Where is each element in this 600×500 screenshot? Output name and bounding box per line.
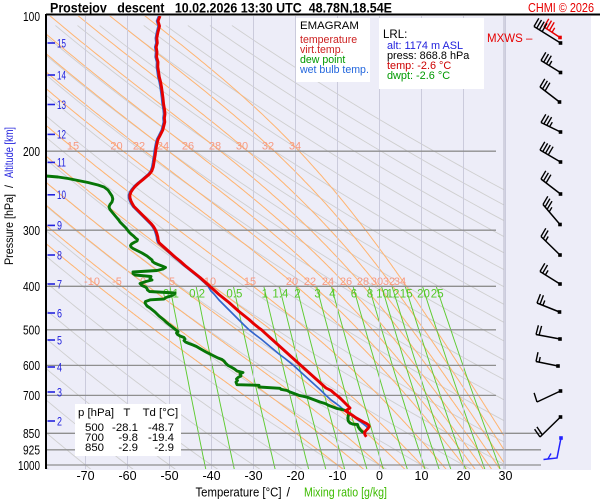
svg-text:2: 2 [57, 414, 62, 428]
svg-text:15: 15 [57, 36, 66, 50]
svg-text:32: 32 [262, 141, 274, 153]
svg-text:-5: -5 [112, 276, 122, 288]
svg-text:600: 600 [23, 359, 40, 373]
svg-text:30: 30 [236, 141, 248, 153]
svg-text:34: 34 [394, 276, 406, 288]
svg-text:700: 700 [23, 389, 40, 403]
svg-text:24: 24 [157, 141, 169, 153]
svg-text:3: 3 [57, 385, 62, 399]
svg-text:6: 6 [57, 306, 62, 320]
svg-text:Altitude [km]: Altitude [km] [2, 127, 16, 178]
svg-text:20: 20 [286, 276, 298, 288]
svg-text:12: 12 [387, 288, 400, 300]
svg-text:8: 8 [367, 288, 373, 300]
svg-text:500: 500 [23, 324, 40, 338]
svg-text:15: 15 [400, 288, 413, 300]
svg-text:850: 850 [23, 427, 40, 441]
svg-text:24: 24 [322, 276, 334, 288]
svg-text:-20: -20 [286, 469, 304, 483]
svg-text:925: 925 [23, 444, 40, 458]
svg-text:25: 25 [431, 288, 444, 300]
svg-text:10: 10 [376, 288, 389, 300]
svg-text:30: 30 [499, 469, 513, 483]
svg-text:-40: -40 [202, 469, 220, 483]
svg-text:-10: -10 [328, 469, 346, 483]
svg-text:28: 28 [357, 276, 369, 288]
svg-text:-30: -30 [244, 469, 262, 483]
svg-text:28: 28 [209, 141, 221, 153]
svg-text:32: 32 [383, 276, 395, 288]
svg-text:20: 20 [457, 469, 471, 483]
svg-text:2: 2 [294, 288, 300, 300]
svg-text:22: 22 [133, 141, 145, 153]
svg-text:4: 4 [57, 360, 62, 374]
svg-text:26: 26 [182, 141, 194, 153]
svg-text:200: 200 [23, 145, 40, 159]
svg-text:26: 26 [340, 276, 352, 288]
svg-text:20: 20 [417, 288, 430, 300]
svg-text:0.5: 0.5 [226, 288, 242, 300]
svg-text:1: 1 [262, 288, 268, 300]
svg-text:Prostejov descent 10.02.20: Prostejov descent 10.02.2026 13:30 UTC 4… [50, 1, 392, 16]
svg-text:8: 8 [57, 248, 62, 262]
svg-text:-60: -60 [118, 469, 136, 483]
svg-text:CHMI © 2026: CHMI © 2026 [528, 1, 594, 15]
svg-text:0.2: 0.2 [189, 288, 205, 300]
svg-text:-70: -70 [76, 469, 94, 483]
svg-text:15: 15 [67, 141, 79, 153]
svg-text:4: 4 [329, 288, 336, 300]
svg-text:3: 3 [314, 288, 320, 300]
svg-text:/: / [287, 486, 291, 500]
svg-text:300: 300 [23, 224, 40, 238]
svg-text:400: 400 [23, 280, 40, 294]
svg-text:7: 7 [57, 277, 62, 291]
svg-text:1.4: 1.4 [272, 288, 289, 300]
svg-text:34: 34 [289, 141, 301, 153]
svg-text:13: 13 [57, 98, 66, 112]
svg-text:5: 5 [169, 276, 175, 288]
svg-text:-10: -10 [84, 276, 100, 288]
svg-text:10: 10 [57, 188, 66, 202]
svg-text:6: 6 [351, 288, 357, 300]
svg-text:Temperature [°C]: Temperature [°C] [196, 486, 282, 500]
svg-text:22: 22 [304, 276, 316, 288]
svg-text:100: 100 [23, 10, 40, 24]
svg-text:10: 10 [415, 469, 429, 483]
svg-text:0: 0 [376, 469, 383, 483]
svg-text:5: 5 [57, 333, 62, 347]
svg-text:14: 14 [57, 68, 66, 82]
svg-text:9: 9 [57, 219, 62, 233]
svg-text:11: 11 [57, 156, 66, 170]
svg-text:15: 15 [244, 276, 256, 288]
svg-text:12: 12 [57, 128, 66, 142]
svg-text:-50: -50 [160, 469, 178, 483]
svg-text:1000: 1000 [18, 459, 40, 473]
svg-text:Mixing ratio [g/kg]: Mixing ratio [g/kg] [304, 486, 387, 500]
svg-text:Pressure [hPa] /: Pressure [hPa] / [2, 184, 16, 265]
svg-text:20: 20 [110, 141, 122, 153]
svg-text:30: 30 [371, 276, 383, 288]
